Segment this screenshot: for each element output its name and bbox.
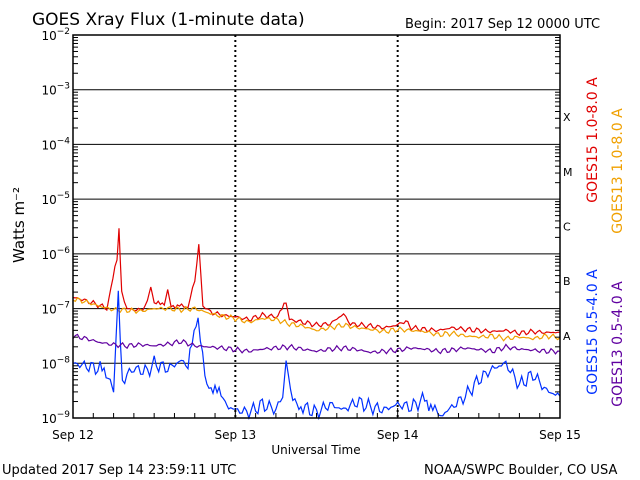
- flare-class-label: C: [563, 221, 571, 234]
- begin-time: Begin: 2017 Sep 12 0000 UTC: [405, 17, 600, 32]
- x-tick-label: Sep 12: [52, 428, 94, 442]
- flare-class-label: B: [563, 275, 571, 288]
- x-tick-label: Sep 13: [214, 428, 256, 442]
- flare-class-label: M: [563, 166, 573, 179]
- x-axis-label: Universal Time: [271, 443, 360, 457]
- plot-series: [72, 228, 561, 421]
- y-tick-label: 10−5: [41, 191, 70, 207]
- y-tick-label: 10−9: [41, 410, 70, 426]
- data-source: NOAA/SWPC Boulder, CO USA: [424, 463, 617, 478]
- series-line: [72, 297, 561, 342]
- plot-axes: 10−2 10−3 10−4 10−5 10−6 10−7 10−8 10−9 Sep 12 Se…: [41, 27, 580, 442]
- y-tick-label: 10−2: [41, 27, 70, 43]
- y-tick-label: 10−3: [41, 82, 70, 98]
- y-tick-label: 10−4: [41, 136, 70, 152]
- flare-class-label: X: [563, 111, 571, 124]
- x-tick-label: Sep 14: [377, 428, 419, 442]
- legend-goes15-short: GOES15 0.5-4.0 A: [585, 269, 601, 395]
- series-line: [72, 228, 561, 337]
- chart-title: GOES Xray Flux (1-minute data): [32, 10, 305, 30]
- series-line: [72, 333, 561, 355]
- series-line: [72, 290, 561, 421]
- legend-goes15-long: GOES15 1.0-8.0 A: [585, 77, 601, 203]
- legend-goes13-short: GOES13 0.5-4.0 A: [610, 281, 626, 407]
- plot-frame: [72, 34, 561, 419]
- legend-goes13-long: GOES13 1.0-8.0 A: [610, 108, 626, 234]
- y-axis-label: Watts m⁻²: [10, 187, 28, 263]
- updated-time: Updated 2017 Sep 14 23:59:11 UTC: [2, 463, 236, 478]
- y-tick-label: 10−8: [41, 355, 70, 371]
- y-tick-label: 10−6: [41, 246, 70, 262]
- flare-class-label: A: [563, 330, 571, 343]
- y-tick-label: 10−7: [41, 301, 70, 317]
- plot-grid: [73, 34, 560, 419]
- x-tick-label: Sep 15: [539, 428, 581, 442]
